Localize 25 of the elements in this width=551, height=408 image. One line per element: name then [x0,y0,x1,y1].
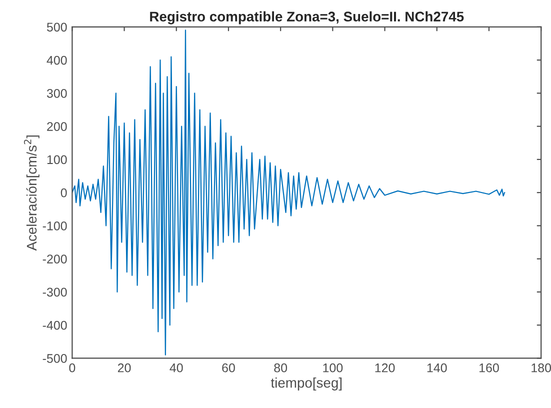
y-tick-label: 500 [46,22,67,32]
y-tick-label: 400 [46,56,67,65]
x-tick-label: 20 [118,363,131,372]
y-tick-label: 100 [47,155,67,164]
chart-title: Registro compatible Zona=3, Suelo=II. NCh2745 [150,11,464,24]
x-tick-label: 120 [375,363,395,372]
x-tick-label: 60 [222,363,235,372]
x-axis-title: tiempo[seg] [270,378,342,390]
line-series [72,30,506,356]
y-tick-label: -500 [42,354,67,363]
y-tick-label: 0 [60,188,67,198]
x-tick-label: 100 [323,363,343,372]
x-tick-label: 40 [170,363,183,372]
x-tick-label: 80 [274,363,288,372]
y-tick-label: -100 [42,222,67,230]
y-tick-label: -200 [42,254,67,264]
x-tick-label: 140 [427,363,447,372]
x-tick-label: 0 [69,363,76,372]
y-tick-label: 200 [47,122,67,131]
x-tick-label: 180 [532,363,551,372]
y-tick-label: -400 [42,320,67,330]
y-axis-title: Aceleración[cm/s$^{2}$] [24,135,40,251]
y-tick-label: -300 [42,288,67,297]
x-tick-label: 160 [480,363,499,372]
y-tick-label: 300 [46,88,67,98]
